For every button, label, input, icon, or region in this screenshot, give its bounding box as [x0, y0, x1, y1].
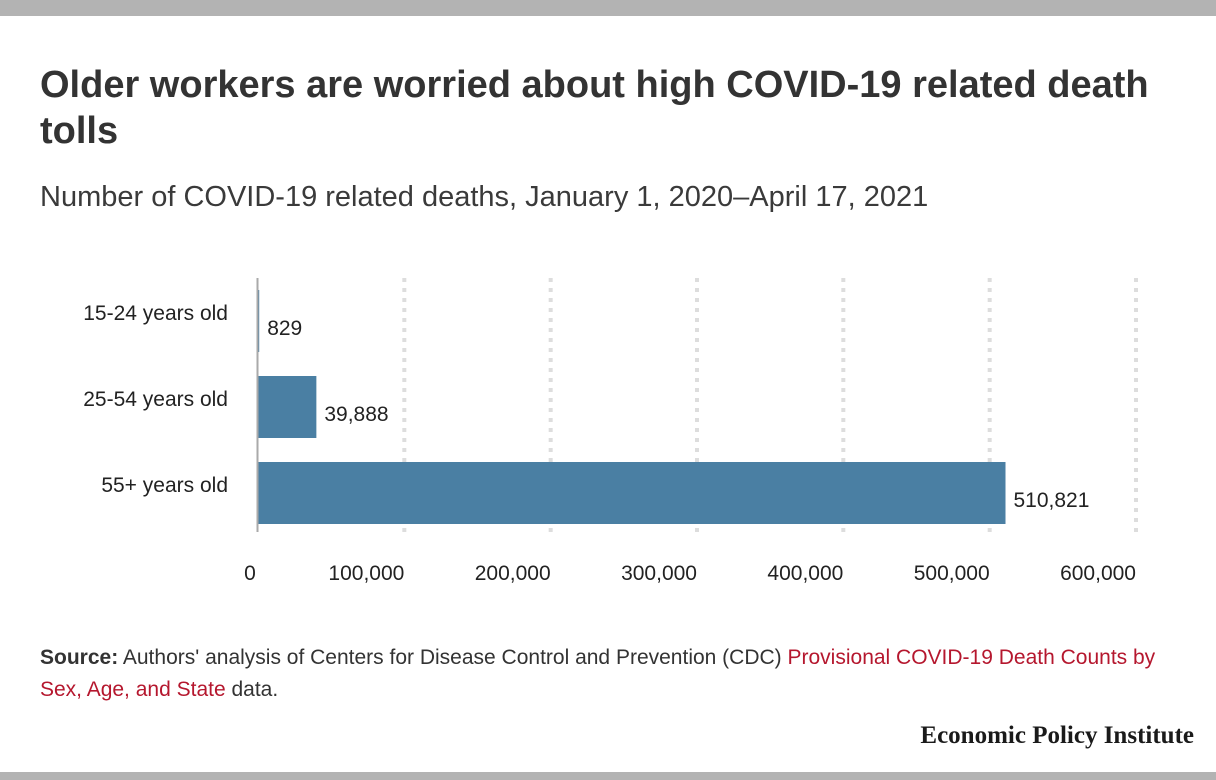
source-end: data.: [225, 678, 279, 701]
x-tick-label: 0: [244, 562, 256, 585]
data-label: 829: [267, 317, 302, 340]
source-link[interactable]: Provisional COVID-19 Death Counts by Sex…: [40, 646, 1156, 701]
category-label: 15-24 years old: [83, 302, 228, 325]
source-note: Source: Authors' analysis of Centers for…: [40, 642, 1180, 706]
source-text: Authors' analysis of Centers for Disease…: [118, 646, 788, 669]
bar: [258, 376, 317, 438]
source-label: Source:: [40, 646, 119, 669]
x-tick-label: 200,000: [475, 562, 551, 585]
chart-title: Older workers are worried about high COV…: [40, 64, 1149, 152]
chart-subtitle: Number of COVID-19 related deaths, Janua…: [40, 181, 929, 213]
bottom-border-bar: [0, 772, 1216, 780]
x-tick-label: 600,000: [1060, 562, 1136, 585]
category-label: 25-54 years old: [83, 388, 228, 411]
bar-chart: 0 100,000 200,000 300,000 400,000 500,000 600,…: [83, 278, 1138, 585]
x-tick-label: 400,000: [767, 562, 843, 585]
labels: 0 100,000 200,000 300,000 400,000 500,000 600,…: [83, 302, 1136, 585]
bar: [258, 290, 260, 352]
data-label: 510,821: [1014, 489, 1090, 512]
data-label: 39,888: [324, 403, 388, 426]
category-label: 55+ years old: [101, 474, 228, 497]
x-tick-label: 300,000: [621, 562, 697, 585]
x-tick-label: 500,000: [914, 562, 990, 585]
publisher-brand: Economic Policy Institute: [920, 722, 1194, 749]
top-border-bar: [0, 0, 1216, 16]
bar: [258, 462, 1006, 524]
bars: [258, 290, 1006, 524]
x-tick-label: 100,000: [328, 562, 404, 585]
